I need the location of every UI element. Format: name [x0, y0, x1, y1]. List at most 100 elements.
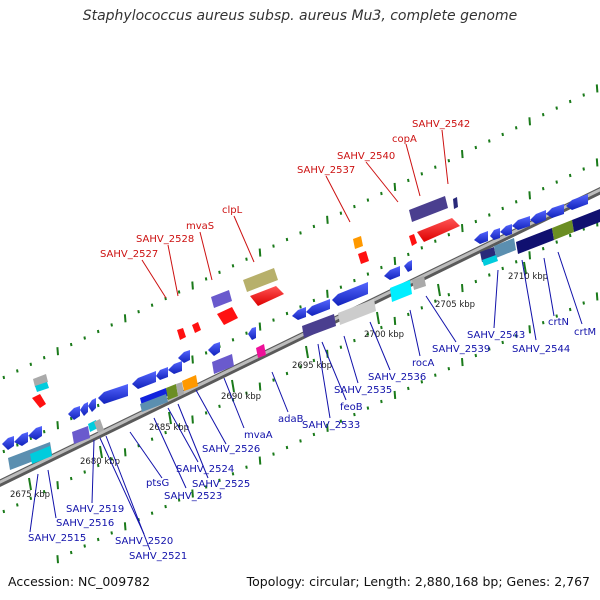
- scale-tick: [501, 266, 504, 271]
- scale-tick: [488, 139, 491, 143]
- scale-tick: [366, 198, 370, 202]
- reverse-gene: [30, 446, 52, 464]
- reverse-gene: [8, 442, 52, 470]
- reverse-label: SAHV_2521: [129, 551, 187, 562]
- scale-tick: [29, 362, 33, 366]
- scale-tick: [568, 173, 572, 178]
- scale-tick: [447, 293, 451, 297]
- scale-tick: [245, 257, 248, 261]
- reverse-gene: [566, 194, 588, 210]
- reverse-gene: [546, 204, 564, 218]
- reverse-gene: [14, 432, 28, 446]
- scale-tick: [164, 504, 167, 509]
- reverse-label: SAHV_2539: [432, 344, 490, 355]
- scale-tick: [191, 355, 194, 364]
- reverse-gene: [168, 361, 182, 374]
- forward-label: SAHV_2540: [337, 151, 395, 162]
- scale-tick: [177, 290, 181, 294]
- scale-tick: [541, 187, 545, 191]
- scale-tick: [204, 485, 208, 489]
- scale-tick: [110, 323, 113, 327]
- scale-tick: [461, 150, 464, 159]
- scale-tick: [299, 365, 302, 369]
- scale-tick: [407, 312, 410, 317]
- scale-tick: [434, 165, 437, 169]
- scale-tick: [541, 321, 545, 325]
- scale-tick: [191, 489, 194, 498]
- scale-tick: [56, 347, 59, 356]
- scale-tick: [474, 353, 478, 358]
- reverse-gene: [132, 371, 156, 389]
- scale-tick: [299, 231, 302, 235]
- accession-text: Accession: NC_009782: [8, 574, 151, 589]
- scale-tick: [339, 419, 343, 423]
- scale-tick: [595, 292, 599, 301]
- scale-tick: [393, 390, 397, 399]
- scale-tick: [2, 449, 6, 454]
- scale-tick: [312, 224, 316, 229]
- scale-tick: [150, 437, 154, 441]
- kbp-label: 2695 kbp: [292, 361, 332, 371]
- scale-tick: [380, 265, 383, 270]
- forward-label: copA: [392, 134, 417, 145]
- scale-tick: [393, 256, 397, 265]
- scale-tick: [366, 332, 370, 336]
- reverse-gene: [552, 220, 574, 240]
- forward-gene: [409, 196, 448, 222]
- scale-tick: [177, 498, 181, 502]
- scale-tick: [420, 306, 424, 310]
- reverse-label: SAHV_2543: [467, 330, 525, 341]
- kbp-label: 2710 kbp: [508, 272, 548, 282]
- reverse-genes: [2, 194, 600, 470]
- kbp-label: 2690 kbp: [221, 392, 261, 402]
- scale-tick: [42, 430, 46, 434]
- scale-tick: [150, 303, 154, 307]
- forward-gene: [409, 234, 417, 246]
- scale-tick: [272, 244, 275, 248]
- scale-tick: [69, 550, 73, 555]
- scale-tick: [528, 325, 531, 334]
- scale-tick: [245, 331, 248, 335]
- scale-tick: [299, 439, 302, 443]
- scale-tick: [501, 132, 504, 137]
- scale-tick: [434, 239, 437, 243]
- forward-label: SAHV_2528: [136, 234, 194, 245]
- scale-tick: [258, 456, 262, 465]
- scale-tick: [312, 432, 316, 437]
- scale-tick: [299, 305, 302, 309]
- scale-tick: [150, 511, 154, 515]
- forward-genes: [32, 196, 460, 408]
- reverse-gene: [80, 402, 88, 416]
- scale-tick: [488, 213, 491, 217]
- reverse-gene: [302, 314, 336, 338]
- scale-tick: [339, 211, 343, 215]
- reverse-label: SAHV_2520: [115, 536, 173, 547]
- scale-tick: [231, 472, 235, 476]
- scale-tick: [83, 336, 86, 340]
- reverse-label: SAHV_2525: [192, 479, 250, 490]
- scale-tick: [258, 382, 262, 391]
- scale-tick: [96, 329, 100, 334]
- forward-gene: [353, 236, 363, 249]
- reverse-gene: [156, 367, 168, 380]
- reverse-leaders: [29, 251, 583, 551]
- scale-tick: [56, 421, 59, 430]
- scale-tick: [407, 252, 410, 257]
- scale-tick: [380, 191, 383, 196]
- reverse-gene: [332, 282, 368, 306]
- kbp-marks: 2675 kbp 2680 kbp 2685 kbp 2690 kbp 2695…: [10, 261, 548, 500]
- scale-tick: [474, 145, 478, 150]
- scale-tick: [555, 180, 558, 184]
- scale-tick: [353, 204, 356, 209]
- reverse-gene: [390, 280, 412, 302]
- scale-tick: [555, 106, 558, 110]
- forward-gene: [35, 382, 49, 392]
- scale-tick: [582, 301, 585, 305]
- scale-tick: [137, 310, 140, 314]
- scale-tick: [555, 314, 558, 318]
- forward-gene: [33, 374, 48, 387]
- reverse-gene: [384, 266, 400, 280]
- reverse-gene: [412, 276, 426, 290]
- scale-tick: [447, 367, 451, 371]
- reverse-label: feoB: [340, 402, 363, 413]
